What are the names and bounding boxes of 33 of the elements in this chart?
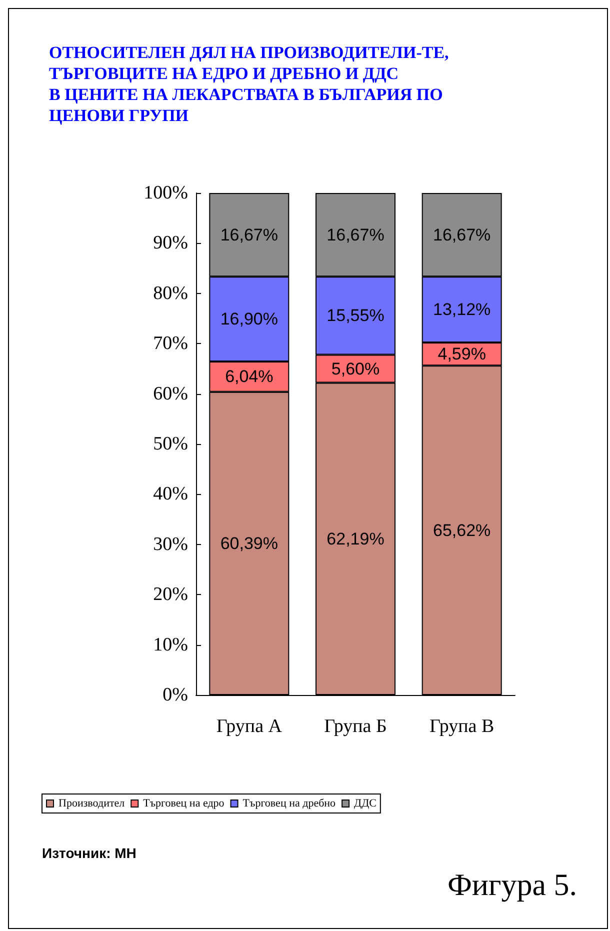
data-label: 13,12% [432, 300, 491, 320]
data-label: 65,62% [432, 520, 491, 540]
y-tick-label: 40% [153, 484, 188, 505]
data-label: 4,59% [438, 344, 486, 364]
legend-label: Търговец на дребно [242, 798, 336, 810]
text: Източник: МН [42, 845, 136, 861]
x-tick-label: Група В [430, 716, 494, 737]
y-tick-label: 100% [144, 182, 188, 204]
data-label: 16,67% [220, 225, 278, 244]
data-label: 6,04% [225, 367, 274, 386]
data-label: 16,90% [220, 310, 278, 329]
y-tick-label: 90% [153, 232, 188, 254]
data-label: 60,39% [220, 534, 278, 553]
y-tick-label: 30% [153, 534, 188, 555]
y-tick-label: 70% [153, 333, 188, 354]
data-label: 62,19% [326, 529, 384, 548]
data-label: 5,60% [331, 359, 380, 378]
data-label: 16,67% [432, 225, 491, 244]
data-label: 16,67% [326, 225, 384, 244]
x-tick-label: Група Б [324, 716, 387, 737]
legend-label: Производител [58, 798, 126, 810]
x-tick-label: Група А [216, 716, 282, 737]
y-tick-label: 60% [153, 383, 188, 404]
y-tick-label: 10% [153, 634, 188, 656]
legend-label: ДДС [354, 798, 376, 810]
text: Фигура 5. [447, 867, 578, 902]
y-tick-label: 80% [153, 282, 188, 304]
data-label: 15,55% [326, 306, 384, 326]
y-tick-label: 20% [153, 584, 188, 606]
legend-label: Търговец на едро [143, 798, 225, 810]
chart-title: ОТНОСИТЕЛЕН ДЯЛ НА ПРОИЗВОДИТЕЛИ-ТЕ, ТЪРГОВЦИТЕ НА ЕДРО И ДРЕБНО И ДДС В ЦЕНИТЕ НА ЛЕКАРСТВАТА В БЪЛГАРИЯ ПО ЦЕНОВИ ГРУПИ [49, 43, 449, 125]
y-tick-label: 50% [153, 434, 188, 454]
y-tick-label: 0% [162, 684, 188, 706]
